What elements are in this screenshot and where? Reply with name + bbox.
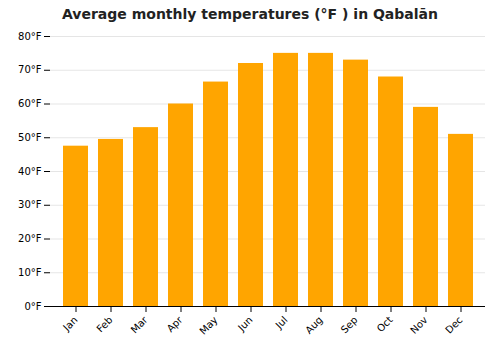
svg-text:Jan: Jan [60,314,79,333]
svg-text:Sep: Sep [339,314,360,335]
svg-text:Mar: Mar [129,314,151,336]
svg-text:May: May [197,314,219,336]
svg-text:40°F: 40°F [18,166,42,177]
svg-text:Jun: Jun [235,314,255,334]
html-text:Average monthly temperatures (: Average monthly temperatures (°F ) in Qa… [62,6,438,22]
svg-text:30°F: 30°F [18,199,42,210]
svg-text:Nov: Nov [408,314,430,336]
svg-text:60°F: 60°F [18,98,42,109]
svg-text:Feb: Feb [94,314,114,334]
svg-text:20°F: 20°F [18,233,42,244]
svg-text:Apr: Apr [165,314,186,335]
svg-text:Jul: Jul [273,314,290,331]
svg-text:0°F: 0°F [24,301,41,312]
svg-text:80°F: 80°F [18,31,42,42]
svg-text:10°F: 10°F [18,267,42,278]
svg-text:Aug: Aug [303,314,325,336]
svg-text:50°F: 50°F [18,132,42,143]
svg-text:70°F: 70°F [18,64,42,75]
svg-text:Oct: Oct [375,314,395,334]
svg-text:Dec: Dec [443,314,464,335]
